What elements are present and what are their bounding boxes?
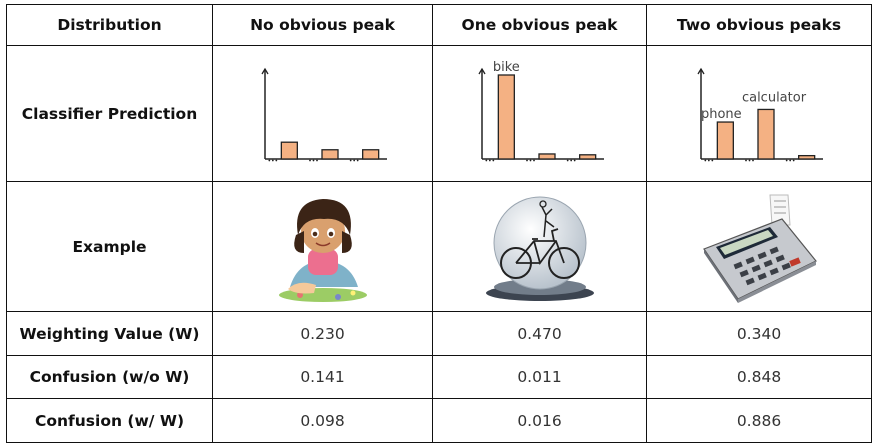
ellipsis-dot [793,159,795,161]
bar-c2 [322,149,338,158]
ellipsis-dot [271,159,273,161]
ellipsis-dot [492,159,494,161]
bar-c3 [799,155,815,158]
chart-cell-one-peak: bike [433,46,647,182]
bar-label-calculator: calculator [742,90,807,105]
ellipsis-dot [316,159,318,161]
ellipsis-dot [711,159,713,161]
bar-c3 [579,154,595,158]
header-distribution: Distribution [7,5,213,46]
bar-phone [717,122,733,159]
ellipsis-dot [573,159,575,161]
ellipsis-dot [708,159,710,161]
ellipsis-dot [485,159,487,161]
bar-calculator [758,109,774,159]
confusion-with-row: Confusion (w/ W) 0.098 0.016 0.886 [7,399,872,443]
ellipsis-dot [745,159,747,161]
ellipsis-dot [349,159,351,161]
bar-label-bike: bike [492,60,519,75]
confusion-without-row: Confusion (w/o W) 0.141 0.011 0.848 [7,356,872,399]
chart-one-peak: bike [470,59,610,169]
bar-label-phone: phone [701,107,742,122]
example-row: Example [7,182,872,312]
ellipsis-dot [356,159,358,161]
ellipsis-dot [533,159,535,161]
printing-calculator-image [698,191,820,303]
ellipsis-dot [749,159,751,161]
row-label-confusion-without: Confusion (w/o W) [7,356,213,399]
ellipsis-dot [752,159,754,161]
example-cell-calculator [647,182,872,312]
confusion-without-two-peaks: 0.848 [647,356,872,399]
header-two-peaks: Two obvious peaks [647,5,872,46]
ellipsis-dot [529,159,531,161]
ellipsis-dot [566,159,568,161]
row-label-prediction: Classifier Prediction [7,46,213,182]
ellipsis-dot [704,159,706,161]
weighting-no-peak: 0.230 [213,312,433,356]
row-label-example: Example [7,182,213,312]
ellipsis-dot [570,159,572,161]
confusion-without-one-peak: 0.011 [433,356,647,399]
bicycle-globe-image [482,191,598,303]
ellipsis-dot [488,159,490,161]
bar-c2 [539,153,555,158]
confusion-without-no-peak: 0.141 [213,356,433,399]
header-one-peak: One obvious peak [433,5,647,46]
dora-figurine-image [268,191,378,303]
weighting-two-peaks: 0.340 [647,312,872,356]
bar-c1 [281,142,297,159]
confusion-with-one-peak: 0.016 [433,399,647,443]
chart-cell-no-peak [213,46,433,182]
weighting-one-peak: 0.470 [433,312,647,356]
ellipsis-dot [309,159,311,161]
ellipsis-dot [786,159,788,161]
confusion-with-two-peaks: 0.886 [647,399,872,443]
chart-cell-two-peaks: phone calculator [647,46,872,182]
ellipsis-dot [526,159,528,161]
bar-c3 [362,149,378,158]
ellipsis-dot [353,159,355,161]
ellipsis-dot [312,159,314,161]
header-row: Distribution No obvious peak One obvious… [7,5,872,46]
example-cell-bike [433,182,647,312]
weighting-row: Weighting Value (W) 0.230 0.470 0.340 [7,312,872,356]
ellipsis-dot [789,159,791,161]
row-label-confusion-with: Confusion (w/ W) [7,399,213,443]
results-table: Distribution No obvious peak One obvious… [6,4,872,443]
ellipsis-dot [275,159,277,161]
confusion-with-no-peak: 0.098 [213,399,433,443]
row-label-weighting: Weighting Value (W) [7,312,213,356]
example-cell-dora [213,182,433,312]
bar-bike [498,75,514,159]
prediction-row: Classifier Prediction bike phone calculat… [7,46,872,182]
chart-no-peak [253,59,393,169]
header-no-peak: No obvious peak [213,5,433,46]
ellipsis-dot [268,159,270,161]
